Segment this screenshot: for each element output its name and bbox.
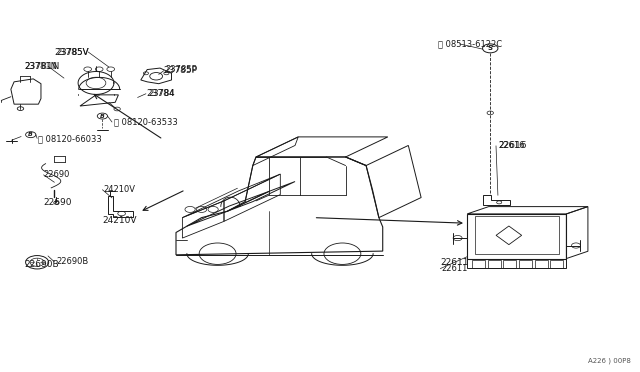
Text: S: S	[488, 45, 493, 51]
Bar	[519, 260, 532, 268]
Text: B: B	[28, 132, 33, 137]
Text: A226 ) 00P8: A226 ) 00P8	[588, 357, 630, 364]
Text: 22690: 22690	[44, 198, 72, 207]
Text: 23781N: 23781N	[24, 62, 60, 71]
Text: 24210V: 24210V	[104, 185, 136, 194]
Bar	[504, 260, 516, 268]
Text: 22690B: 22690B	[56, 257, 88, 266]
Text: Ⓢ 08513-6122C: Ⓢ 08513-6122C	[438, 39, 502, 48]
Text: 22690B: 22690B	[24, 260, 59, 269]
Text: 22690: 22690	[44, 170, 70, 179]
Text: 24210V: 24210V	[102, 216, 137, 225]
Text: 23785P: 23785P	[163, 66, 197, 75]
Text: 23785V: 23785V	[56, 48, 89, 57]
Text: 22611: 22611	[440, 258, 469, 267]
Bar	[472, 260, 485, 268]
Text: 22611: 22611	[442, 264, 468, 273]
Text: 23785P: 23785P	[165, 65, 197, 74]
Text: 23781N: 23781N	[24, 62, 58, 71]
Text: 23785V: 23785V	[54, 48, 89, 57]
Text: 22616: 22616	[498, 141, 524, 150]
Bar	[475, 216, 559, 254]
Text: 23784: 23784	[148, 89, 175, 98]
Bar	[534, 260, 548, 268]
Text: Ⓑ 08120-63533: Ⓑ 08120-63533	[114, 118, 178, 126]
Text: 22616: 22616	[498, 141, 527, 150]
Bar	[550, 260, 563, 268]
Bar	[488, 260, 501, 268]
Text: Ⓑ 08120-66033: Ⓑ 08120-66033	[38, 134, 102, 143]
Text: B: B	[100, 113, 105, 119]
Text: 23784: 23784	[146, 89, 175, 98]
